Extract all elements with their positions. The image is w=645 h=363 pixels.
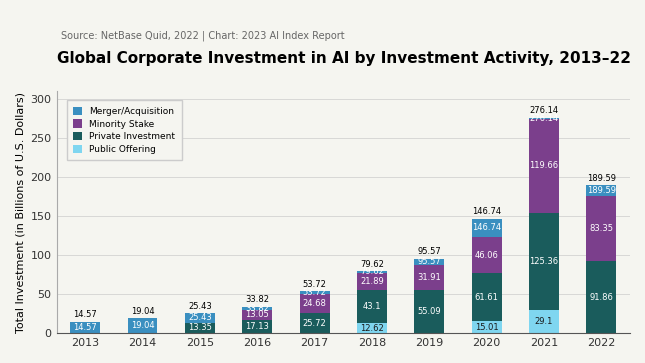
Bar [128,318,157,333]
Bar [185,323,215,333]
Text: 189.59: 189.59 [587,186,616,195]
Text: 29.1: 29.1 [535,317,553,326]
Bar [471,273,502,321]
Text: 46.06: 46.06 [475,251,499,260]
Bar [529,118,559,119]
Text: 91.86: 91.86 [590,293,613,302]
Text: 53.72: 53.72 [303,280,326,289]
Text: 276.14: 276.14 [530,114,559,123]
Text: 146.74: 146.74 [472,224,501,232]
Text: 276.14: 276.14 [530,106,559,115]
Text: Global Corporate Investment in AI by Investment Activity, 2013–22: Global Corporate Investment in AI by Inv… [57,51,631,66]
Text: 55.09: 55.09 [417,307,441,316]
Bar [471,321,502,333]
Text: 43.1: 43.1 [362,302,381,311]
Text: 95.57: 95.57 [417,257,441,266]
Text: 21.89: 21.89 [360,277,384,286]
Bar [300,294,330,313]
Text: 19.04: 19.04 [131,321,154,330]
Bar [243,307,272,310]
Bar [414,265,444,290]
Text: 125.36: 125.36 [530,257,559,266]
Text: 19.04: 19.04 [131,307,154,316]
Text: 14.57: 14.57 [74,323,97,332]
Text: 33.82: 33.82 [245,295,269,305]
Text: 13.05: 13.05 [245,310,269,319]
Text: 15.01: 15.01 [475,323,499,332]
Bar [586,261,616,333]
Bar [300,291,330,294]
Bar [357,273,387,290]
Bar [586,185,616,196]
Bar [529,310,559,333]
Bar [414,258,444,265]
Text: 31.91: 31.91 [417,273,441,282]
Bar [357,271,387,273]
Bar [357,290,387,323]
Text: 53.72: 53.72 [303,288,326,297]
Text: 12.62: 12.62 [360,324,384,333]
Text: 79.62: 79.62 [360,267,384,276]
Text: 95.57: 95.57 [417,247,441,256]
Text: 83.35: 83.35 [590,224,613,233]
Text: 119.66: 119.66 [530,161,559,170]
Text: 61.61: 61.61 [475,293,499,302]
Bar [586,196,616,261]
Y-axis label: Total Investment (in Billions of U.S. Dollars): Total Investment (in Billions of U.S. Do… [15,91,25,333]
Text: 79.62: 79.62 [360,260,384,269]
Text: 24.68: 24.68 [303,299,326,308]
Text: 17.13: 17.13 [245,322,269,331]
Text: 146.74: 146.74 [472,207,501,216]
Bar [300,313,330,333]
Text: Source: NetBase Quid, 2022 | Chart: 2023 AI Index Report: Source: NetBase Quid, 2022 | Chart: 2023… [61,31,345,41]
Text: 13.35: 13.35 [188,323,212,333]
Bar [471,219,502,237]
Legend: Merger/Acquisition, Minority Stake, Private Investment, Public Offering: Merger/Acquisition, Minority Stake, Priv… [67,101,182,160]
Bar [357,323,387,333]
Bar [471,237,502,273]
Bar [414,290,444,333]
Bar [243,310,272,320]
Text: 33.82: 33.82 [245,304,269,313]
Bar [243,320,272,333]
Text: 14.57: 14.57 [74,310,97,319]
Text: 25.43: 25.43 [188,314,212,322]
Text: 25.72: 25.72 [303,319,326,327]
Text: 25.43: 25.43 [188,302,212,311]
Bar [185,313,215,323]
Bar [529,212,559,310]
Bar [70,322,100,333]
Bar [529,119,559,212]
Text: 189.59: 189.59 [587,174,616,183]
